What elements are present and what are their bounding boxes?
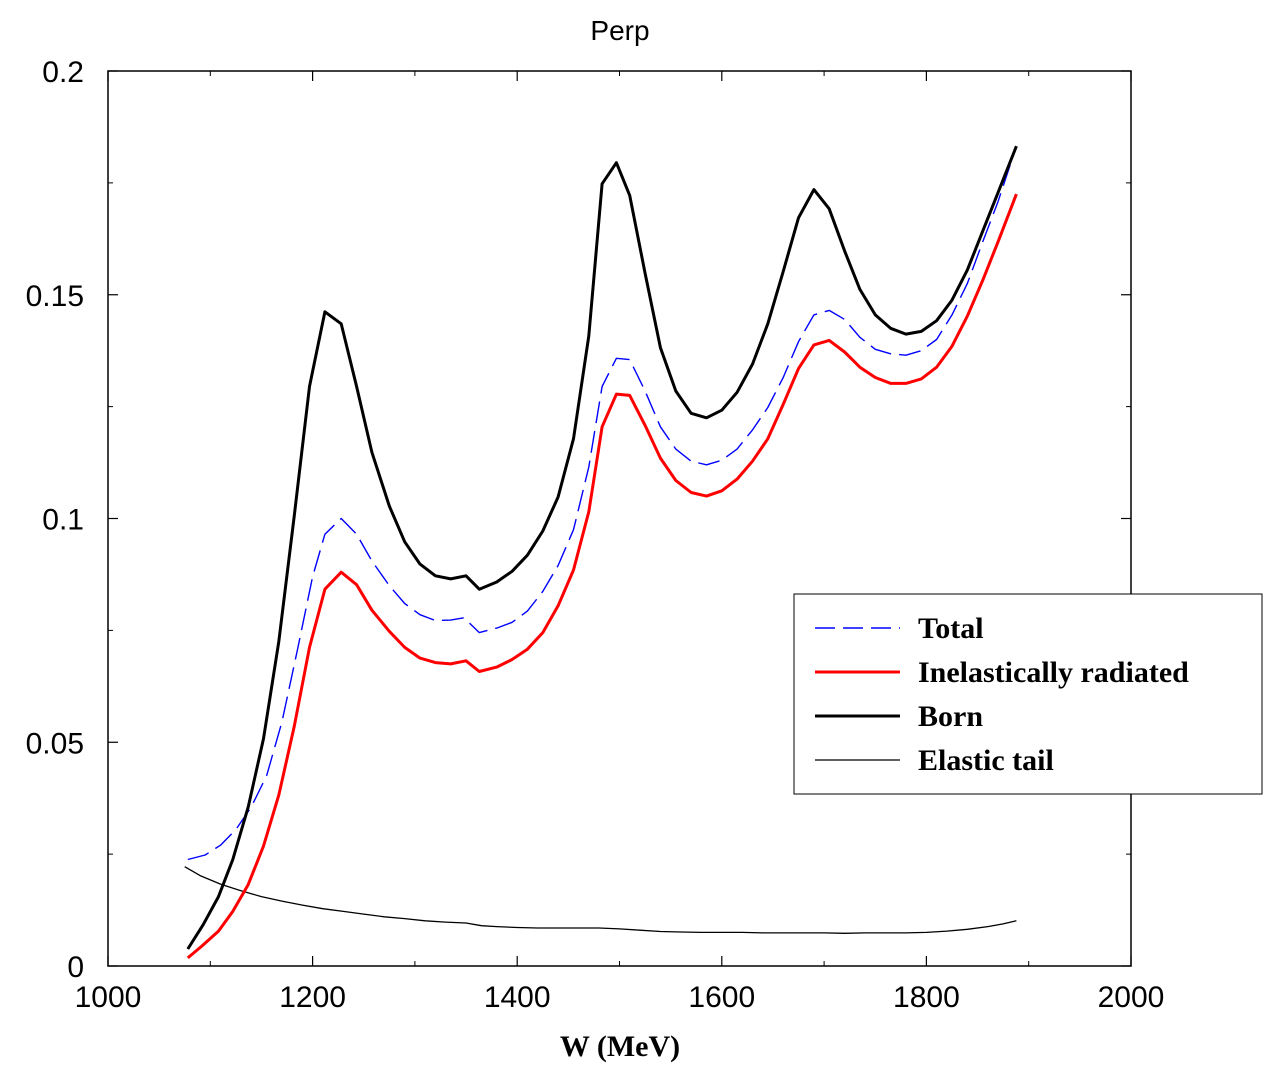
series-layer (185, 146, 1017, 958)
x-tick-label: 1800 (893, 981, 960, 1014)
x-tick-label: 2000 (1098, 981, 1165, 1014)
series-line-inelastically-radiated (188, 194, 1017, 958)
chart-title: Perp (590, 15, 649, 46)
legend-label: Inelastically radiated (918, 656, 1189, 689)
legend-label: Elastic tail (918, 744, 1054, 777)
y-tick-label: 0.1 (42, 504, 84, 537)
y-tick-label: 0.2 (42, 56, 84, 89)
x-tick-label: 1400 (484, 981, 551, 1014)
y-tick-label: 0.05 (26, 727, 84, 760)
legend-label: Born (918, 700, 983, 733)
y-tick-label: 0 (67, 951, 84, 984)
y-tick-labels: 0 0.05 0.1 0.15 0.2 (26, 56, 84, 984)
x-tick-label: 1600 (688, 981, 755, 1014)
x-tick-labels: 1000 1200 1400 1600 1800 2000 (75, 981, 1165, 1014)
x-axis-label: W (MeV) (560, 1030, 680, 1063)
y-tick-label: 0.15 (26, 280, 84, 313)
series-line-born (188, 146, 1017, 949)
axis-ticks (108, 71, 1131, 966)
series-line-elastic-tail (185, 867, 1017, 934)
legend: Total Inelastically radiated Born Elastic t… (794, 594, 1262, 794)
plot-frame (108, 71, 1131, 966)
legend-label: Total (918, 612, 984, 645)
x-tick-label: 1200 (279, 981, 346, 1014)
x-tick-label: 1000 (75, 981, 142, 1014)
